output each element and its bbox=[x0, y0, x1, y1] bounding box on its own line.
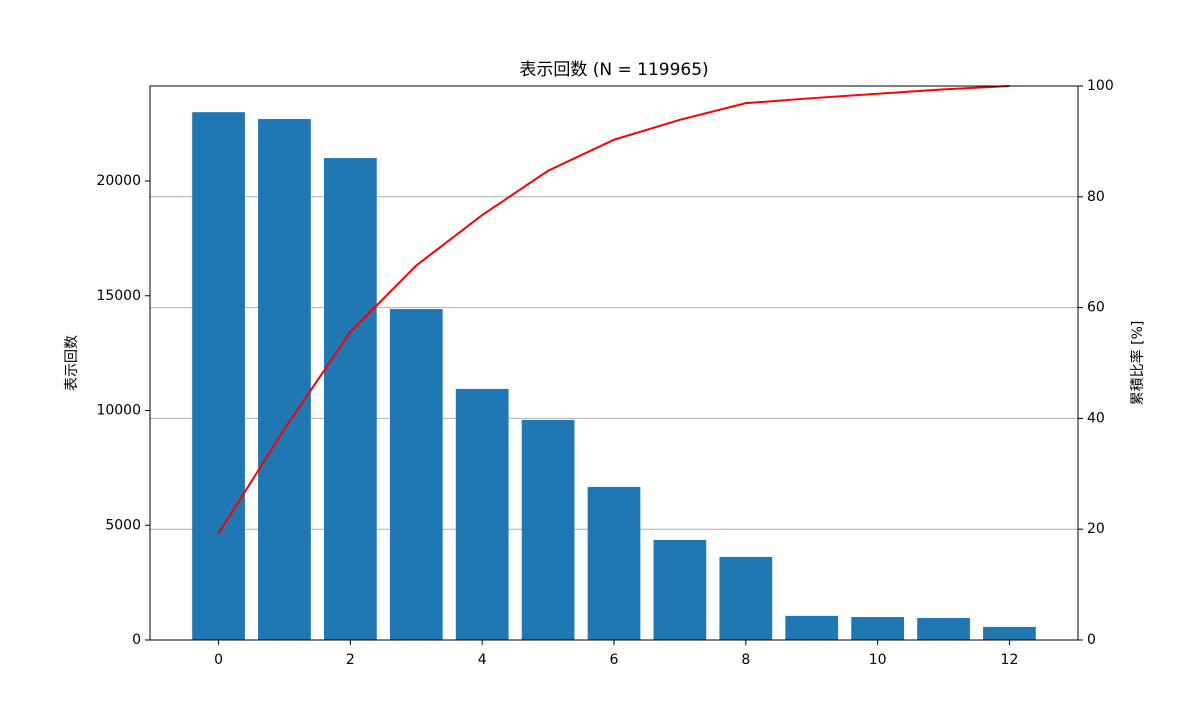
x-tick-label: 8 bbox=[741, 652, 750, 668]
x-tick-label: 4 bbox=[478, 652, 487, 668]
y2-axis-label: 累積比率 [%] bbox=[1129, 321, 1146, 406]
bar bbox=[983, 626, 1036, 640]
y-tick-label: 15000 bbox=[96, 288, 141, 304]
x-tick-label: 10 bbox=[869, 652, 887, 668]
y2-tick-label: 80 bbox=[1087, 189, 1105, 205]
bar bbox=[258, 119, 311, 640]
y2-tick-label: 0 bbox=[1087, 632, 1096, 648]
x-tick-label: 2 bbox=[346, 652, 355, 668]
y-tick-label: 20000 bbox=[96, 173, 141, 189]
bar bbox=[917, 617, 970, 640]
y-tick-label: 0 bbox=[132, 632, 141, 648]
x-tick-label: 12 bbox=[1001, 652, 1019, 668]
y-tick-label: 10000 bbox=[96, 403, 141, 419]
bar bbox=[324, 158, 377, 640]
bar bbox=[719, 556, 773, 640]
x-tick-label: 0 bbox=[214, 652, 223, 668]
y-axis-label: 表示回数 bbox=[64, 335, 80, 391]
y2-tick-label: 20 bbox=[1087, 521, 1105, 537]
y-tick-label: 5000 bbox=[105, 517, 141, 533]
y2-tick-label: 100 bbox=[1087, 78, 1114, 94]
chart-title: 表示回数 (N = 119965) bbox=[519, 60, 708, 80]
bar bbox=[653, 539, 707, 640]
bar bbox=[851, 617, 904, 640]
bar bbox=[785, 615, 839, 640]
x-tick-label: 6 bbox=[610, 652, 619, 668]
y2-tick-label: 40 bbox=[1087, 410, 1105, 426]
bar bbox=[192, 112, 245, 641]
bar bbox=[389, 309, 443, 640]
bar bbox=[455, 388, 509, 640]
bar bbox=[521, 419, 575, 640]
line bbox=[217, 85, 1010, 535]
bar bbox=[587, 486, 641, 640]
y2-tick-label: 60 bbox=[1087, 300, 1105, 316]
